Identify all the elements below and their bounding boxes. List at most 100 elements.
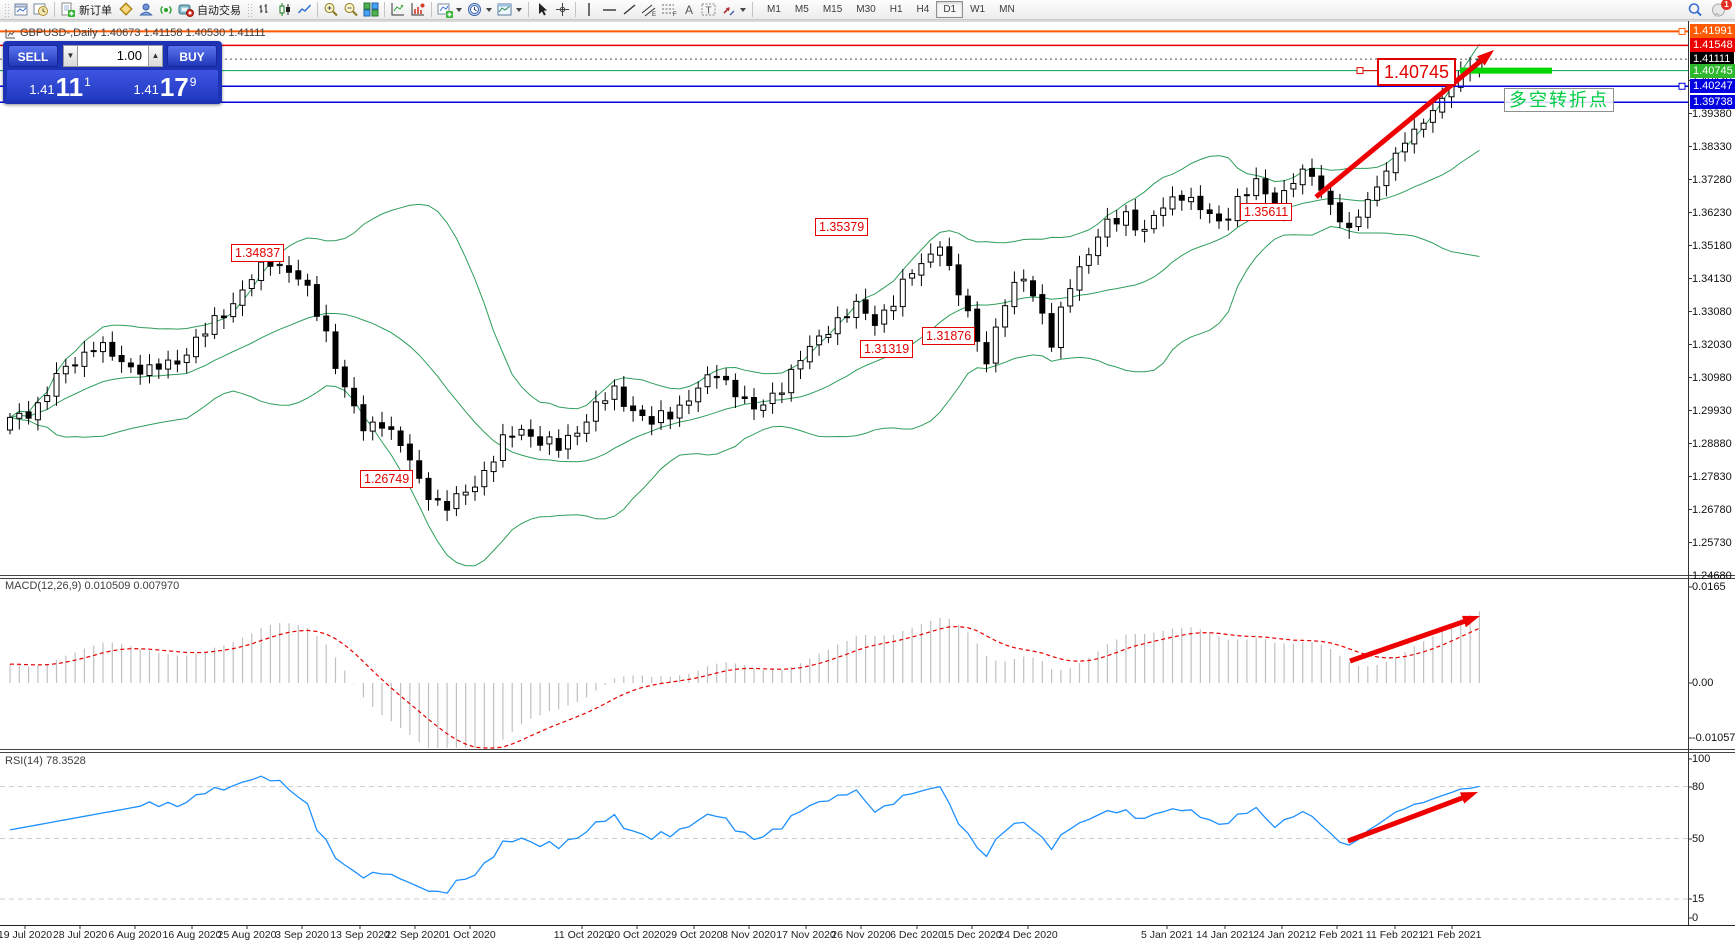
bollinger-middle-band [9,149,1480,463]
timeframe-button-m30[interactable]: M30 [856,4,876,15]
price-axis-tick: 1.32030 [1692,338,1732,351]
horizontal-line-tool-icon[interactable] [601,2,617,18]
templates-dropdown[interactable] [516,7,522,12]
navigator-icon[interactable] [138,2,154,18]
macd-pane[interactable] [9,611,1481,749]
crosshair-icon[interactable] [554,2,570,18]
price-axis-tick: 1.39380 [1692,107,1732,120]
price-axis-tag-1.41548: 1.41548 [1690,38,1735,53]
metaeditor-icon[interactable] [118,2,134,18]
timeframe-button-h1[interactable]: H1 [889,4,903,15]
chart-title-text: GBPUSD-,Daily 1.40673 1.41158 1.40530 1.… [20,27,266,39]
time-axis-label: 24 Jan 2021 [1253,929,1311,941]
buy-price-display[interactable]: 1.41 17 9 [112,70,218,101]
volume-increase-button[interactable]: ▲ [148,45,163,67]
autotrading-button[interactable]: 自动交易 [197,4,241,17]
templates-icon[interactable] [497,2,513,18]
svg-text:E: E [652,12,656,17]
buy-price-pip: 9 [189,75,197,89]
breakout-price-label[interactable]: 1.40745 [1377,58,1457,86]
cursor-icon[interactable] [534,2,550,18]
notification-badge[interactable]: 1 [1721,0,1732,10]
time-axis-label: 6 Aug 2020 [108,929,162,941]
indicator-axis-tick: 100 [1692,753,1711,765]
tile-windows-icon[interactable] [363,2,379,18]
price-axis-tick: 1.36230 [1692,206,1732,219]
price-axis-tag-1.40745: 1.40745 [1690,63,1735,78]
candlestick-series [7,57,1483,522]
swing-price-label-1.35379[interactable]: 1.35379 [815,218,869,236]
search-icon[interactable] [1687,2,1703,18]
sell-price-pip: 1 [84,75,91,89]
time-axis-label: 19 Jul 2020 [0,929,53,941]
chart-title: GBPUSD-,Daily 1.40673 1.41158 1.40530 1.… [5,27,266,39]
indicator-window-icon[interactable] [410,2,426,18]
bollinger-upper-band [9,43,1480,418]
price-axis-tick: 1.30980 [1692,371,1732,384]
macd-signal-line [9,625,1480,749]
timeframe-button-mn[interactable]: MN [999,4,1015,15]
timeframe-button-w1[interactable]: W1 [970,4,986,15]
autotrading-icon[interactable] [178,2,194,18]
signals-icon[interactable] [158,2,174,18]
trend-arrow-1[interactable] [1314,50,1494,199]
periods-icon[interactable] [467,2,483,18]
arrows-dropdown[interactable] [740,7,746,12]
price-axis-tick: 1.27830 [1692,470,1732,483]
time-axis-label: 1 Oct 2020 [444,929,496,941]
swing-price-label-1.26749[interactable]: 1.26749 [360,470,414,488]
candlestick-mode-icon[interactable] [276,2,292,18]
line-chart-mode-icon[interactable] [296,2,312,18]
new-chart-icon[interactable] [13,2,29,18]
time-axis-label: 25 Aug 2020 [217,929,277,941]
svg-text:A: A [685,3,693,17]
trend-arrow-2[interactable] [1349,615,1480,664]
sell-price-display[interactable]: 1.41 11 1 [7,70,113,101]
new-order-button[interactable]: 新订单 [79,4,112,17]
bar-chart-mode-icon[interactable] [256,2,272,18]
text-tool-icon[interactable]: A [681,2,697,18]
community-icon[interactable]: 1 [1711,0,1732,18]
vertical-line-tool-icon[interactable] [581,2,597,18]
price-axis-tick: 1.37280 [1692,173,1732,186]
time-axis-label: 29 Oct 2020 [665,929,723,941]
volume-control: ▼ 1.00 ▲ [63,45,163,67]
timeframe-button-d1[interactable]: D1 [936,1,964,18]
trend-arrow-3[interactable] [1347,792,1478,844]
timeframe-button-m5[interactable]: M5 [794,4,809,15]
swing-price-label-1.34837[interactable]: 1.34837 [231,244,285,262]
new-order-icon[interactable] [60,2,76,18]
sell-button[interactable]: SELL [8,45,58,67]
arrows-tool-icon[interactable] [721,2,737,18]
volume-input[interactable]: 1.00 [78,45,148,67]
profiles-icon[interactable] [33,2,49,18]
symbol-chart-icon [5,28,15,38]
timeframe-button-m1[interactable]: M1 [767,4,781,15]
buy-button[interactable]: BUY [167,45,217,67]
swing-price-label-1.35611[interactable]: 1.35611 [1240,203,1293,221]
add-indicator-dropdown[interactable] [456,7,462,12]
swing-price-label-1.31319[interactable]: 1.31319 [860,340,914,358]
volume-decrease-button[interactable]: ▼ [63,45,78,67]
zoom-in-icon[interactable] [323,2,339,18]
time-axis-label: 28 Jul 2020 [52,929,108,941]
data-window-icon[interactable] [390,2,406,18]
price-axis-tick: 1.28880 [1692,437,1732,450]
fibonacci-tool-icon[interactable]: F [661,2,677,18]
add-indicator-icon[interactable] [437,2,453,18]
trendline-tool-icon[interactable] [621,2,637,18]
time-axis-label: 8 Nov 2020 [722,929,776,941]
swing-price-label-1.31876[interactable]: 1.31876 [922,327,976,345]
timeframe-button-m15[interactable]: M15 [822,4,843,15]
zoom-out-icon[interactable] [343,2,359,18]
rsi-pane[interactable] [0,775,1688,900]
time-axis-label: 5 Jan 2021 [1141,929,1193,941]
main-price-pane[interactable] [7,43,1483,567]
text-label-tool-icon[interactable]: T [701,2,717,18]
indicator-axis-tick: 0.0165 [1692,581,1726,593]
periods-dropdown[interactable] [486,7,492,12]
pivot-note-label[interactable]: 多空转折点 [1504,88,1614,112]
channel-tool-icon[interactable]: E [641,2,657,18]
timeframe-button-h4[interactable]: H4 [916,4,930,15]
